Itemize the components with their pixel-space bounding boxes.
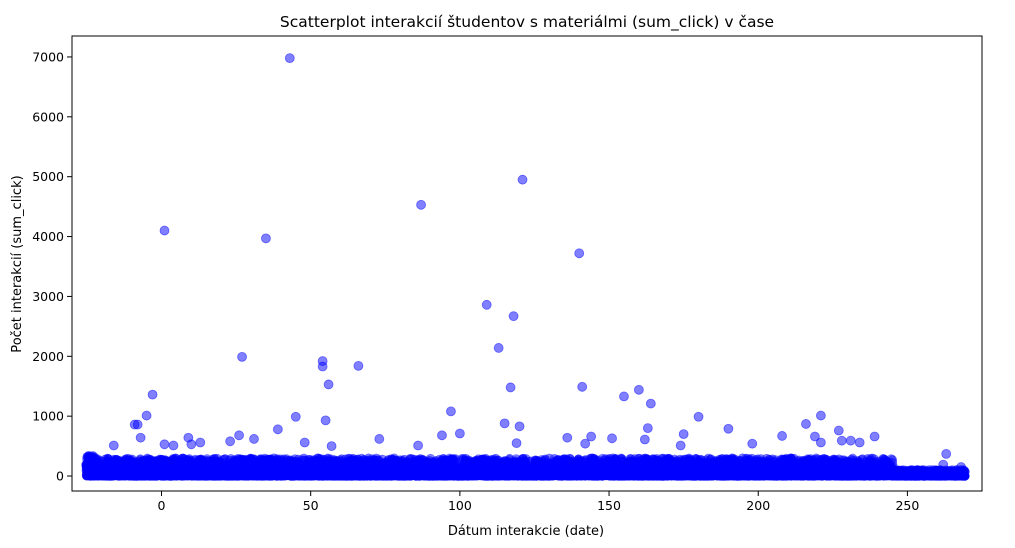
dense-band-points <box>81 450 970 481</box>
chart-title: Scatterplot interakcií študentov s mater… <box>280 13 774 32</box>
plot-area <box>81 53 970 481</box>
